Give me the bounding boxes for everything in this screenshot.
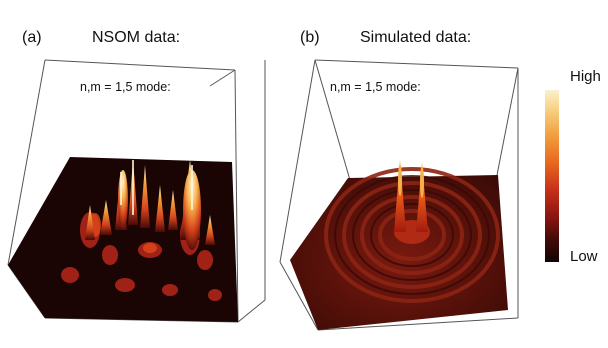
panel-a-surface bbox=[8, 157, 238, 322]
colorbar-low-label: Low bbox=[570, 248, 598, 265]
panel-b-letter: (b) bbox=[300, 29, 320, 46]
panel-b-box bbox=[279, 59, 519, 331]
panel-b-title: Simulated data: bbox=[360, 29, 472, 46]
colorbar bbox=[545, 90, 559, 262]
panel-b-mode-label: n,m = 1,5 mode: bbox=[330, 80, 421, 94]
colorbar-high-label: High bbox=[570, 68, 601, 85]
panel-a-mode-label: n,m = 1,5 mode: bbox=[80, 80, 171, 94]
panel-a-title: NSOM data: bbox=[92, 29, 181, 46]
panel-b-surface bbox=[290, 160, 508, 330]
panel-a-letter: (a) bbox=[22, 29, 42, 46]
